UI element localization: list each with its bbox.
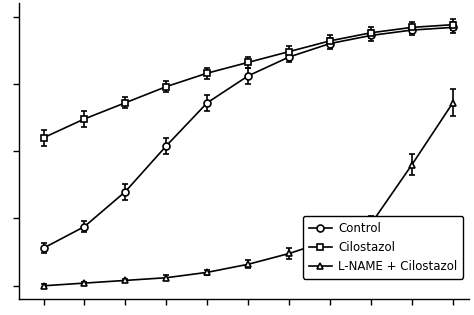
Legend: Control, Cilostazol, L-NAME + Cilostazol: Control, Cilostazol, L-NAME + Cilostazol: [303, 216, 464, 278]
